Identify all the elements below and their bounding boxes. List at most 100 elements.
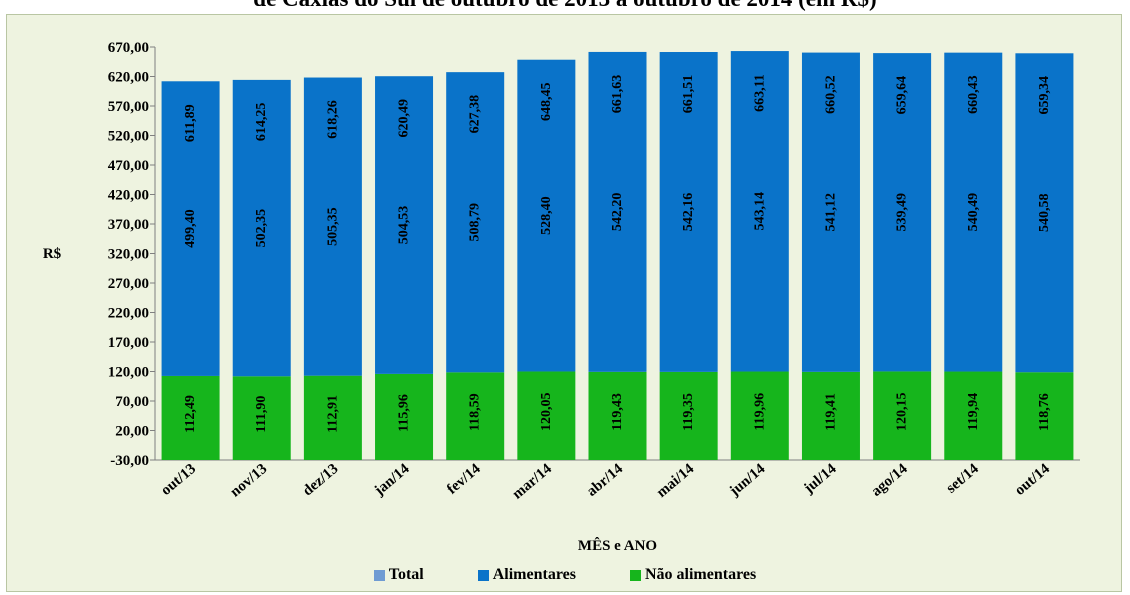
bar-nao-alimentares: [659, 371, 718, 460]
legend-item-alimentares: Alimentares: [477, 566, 576, 584]
x-tick-label: abr/14: [584, 460, 627, 499]
bar-alimentares: [375, 76, 434, 374]
y-tick-label: 270,00: [108, 276, 149, 292]
data-label-alimentares: 508,79: [468, 203, 483, 242]
data-label-nao-alimentares: 111,90: [254, 396, 269, 433]
bar-alimentares: [659, 52, 718, 372]
data-label-nao-alimentares: 119,43: [610, 393, 625, 431]
y-tick-label: 620,00: [108, 70, 149, 86]
data-label-total: 648,45: [539, 82, 554, 121]
y-axis-title: R$: [43, 246, 62, 262]
y-tick-label: 20,00: [115, 424, 149, 440]
data-label-alimentares: 499,40: [183, 209, 198, 248]
data-label-alimentares: 502,35: [254, 209, 269, 248]
legend-label-alimentares: Alimentares: [492, 566, 576, 583]
data-label-nao-alimentares: 119,94: [966, 393, 981, 431]
bar-nao-alimentares: [303, 375, 362, 460]
bar-nao-alimentares: [1015, 372, 1074, 460]
data-label-nao-alimentares: 120,15: [895, 392, 910, 431]
bar-nao-alimentares: [232, 376, 291, 460]
legend: Total Alimentares Não alimentares: [0, 566, 1130, 584]
data-label-nao-alimentares: 112,91: [325, 395, 340, 433]
data-label-alimentares: 505,35: [325, 207, 340, 246]
data-label-nao-alimentares: 119,41: [823, 393, 838, 431]
bar-alimentares: [1015, 53, 1074, 373]
x-tick-label: nov/13: [227, 461, 270, 501]
data-label-nao-alimentares: 119,96: [752, 393, 767, 431]
x-tick-label: out/13: [158, 461, 199, 499]
bar-nao-alimentares: [446, 372, 505, 460]
data-label-total: 660,52: [823, 75, 838, 114]
data-label-nao-alimentares: 118,76: [1037, 393, 1052, 431]
data-label-alimentares: 540,58: [1037, 194, 1052, 233]
y-tick-label: 120,00: [108, 365, 149, 381]
bar-alimentares: [588, 51, 647, 372]
bar-alimentares: [801, 52, 860, 372]
bar-nao-alimentares: [588, 371, 647, 460]
data-label-nao-alimentares: 118,59: [468, 393, 483, 431]
data-label-nao-alimentares: 115,96: [397, 394, 412, 432]
data-label-total: 661,51: [681, 75, 696, 114]
data-label-alimentares: 539,49: [895, 193, 910, 232]
x-tick-label: mai/14: [654, 460, 698, 500]
bar-nao-alimentares: [873, 371, 932, 460]
y-tick-label: 320,00: [108, 247, 149, 263]
bar-nao-alimentares: [375, 373, 434, 460]
legend-swatch-alimentares: [477, 569, 489, 581]
data-label-nao-alimentares: 112,49: [183, 395, 198, 433]
data-label-nao-alimentares: 119,35: [681, 393, 696, 431]
legend-swatch-nao-alimentares: [629, 569, 641, 581]
x-tick-label: ago/14: [868, 460, 911, 499]
data-label-total: 663,11: [752, 74, 767, 112]
data-label-alimentares: 528,40: [539, 196, 554, 235]
y-tick-label: 520,00: [108, 129, 149, 145]
legend-label-nao-alimentares: Não alimentares: [644, 566, 757, 583]
data-label-total: 618,26: [325, 100, 340, 139]
bar-nao-alimentares: [730, 371, 789, 460]
data-label-alimentares: 543,14: [752, 192, 767, 231]
data-label-total: 659,34: [1037, 76, 1052, 115]
x-tick-label: set/14: [943, 460, 982, 496]
y-tick-label: -30,00: [110, 453, 149, 469]
data-label-alimentares: 540,49: [966, 193, 981, 232]
y-tick-label: 370,00: [108, 217, 149, 233]
bar-alimentares: [873, 53, 932, 372]
y-tick-label: 570,00: [108, 99, 149, 115]
y-tick-label: 420,00: [108, 188, 149, 204]
bar-alimentares: [446, 72, 505, 373]
data-label-alimentares: 504,53: [397, 206, 412, 245]
data-label-total: 661,63: [610, 75, 625, 114]
legend-label-total: Total: [388, 566, 424, 583]
bar-alimentares: [944, 52, 1003, 372]
y-tick-label: 470,00: [108, 158, 149, 174]
x-tick-label: out/14: [1012, 460, 1053, 498]
bar-nao-alimentares: [161, 375, 220, 460]
x-axis-title: MÊS e ANO: [578, 537, 657, 554]
bar-alimentares: [161, 81, 220, 376]
data-label-total: 627,38: [468, 95, 483, 134]
y-tick-label: 220,00: [108, 306, 149, 322]
bar-nao-alimentares: [801, 371, 860, 460]
data-label-total: 660,43: [966, 75, 981, 114]
x-tick-label: mar/14: [510, 460, 556, 502]
data-label-alimentares: 542,16: [681, 193, 696, 232]
bar-nao-alimentares: [517, 371, 576, 460]
y-tick-label: 670,00: [108, 40, 149, 56]
legend-item-nao-alimentares: Não alimentares: [629, 566, 757, 584]
data-label-nao-alimentares: 120,05: [539, 392, 554, 431]
data-label-total: 659,64: [895, 76, 910, 115]
chart-title: de Caxias do Sul de outubro de 2013 a ou…: [0, 0, 1130, 12]
data-label-alimentares: 542,20: [610, 193, 625, 232]
x-tick-label: dez/13: [300, 461, 342, 500]
x-tick-label: jan/14: [371, 460, 413, 499]
bar-alimentares: [730, 51, 789, 372]
x-tick-label: jun/14: [726, 460, 769, 499]
data-label-total: 620,49: [397, 99, 412, 138]
bar-alimentares: [303, 77, 362, 376]
bar-alimentares: [517, 59, 576, 372]
data-label-alimentares: 541,12: [823, 193, 838, 232]
data-label-total: 614,25: [254, 103, 269, 142]
x-tick-label: jul/14: [800, 460, 840, 497]
data-label-total: 611,89: [183, 104, 198, 142]
